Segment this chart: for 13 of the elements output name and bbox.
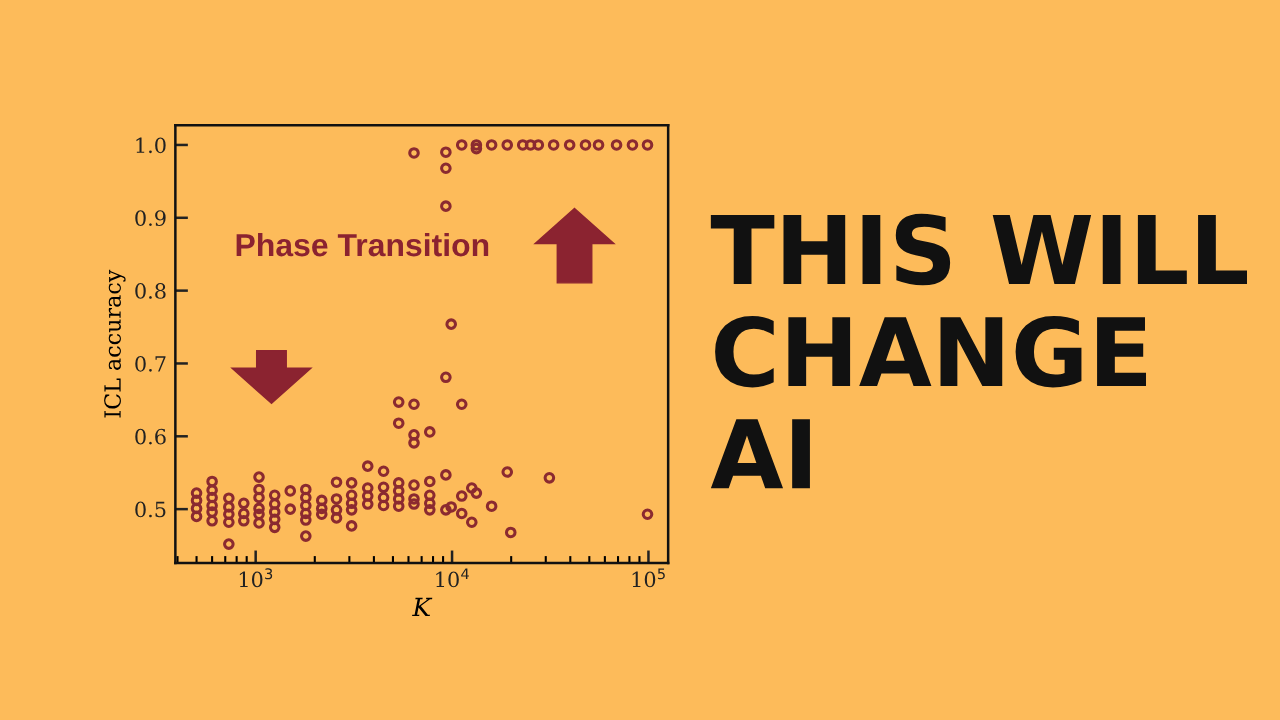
x-axis-title: K xyxy=(412,597,433,617)
y-tick-label: 0.7 xyxy=(135,355,166,372)
text: THIS WILL CHANGE AI xyxy=(710,213,1247,489)
y-tick-label: 0.6 xyxy=(135,428,166,445)
y-tick-label: 0.9 xyxy=(135,210,166,226)
y-tick-label: 0.5 xyxy=(135,501,166,518)
y-axis-title: ICL accuracy xyxy=(104,269,126,418)
annotation: Phase Transition xyxy=(236,232,489,257)
y-tick-label: 0.8 xyxy=(135,283,166,299)
y-tick-label: 1.0 xyxy=(136,137,166,154)
x-tick-label: 10$^{3}$ xyxy=(239,568,273,588)
x-tick-label: 10$^{4}$ xyxy=(436,568,469,588)
x-tick-label: 10$^{5}$ xyxy=(632,568,665,588)
